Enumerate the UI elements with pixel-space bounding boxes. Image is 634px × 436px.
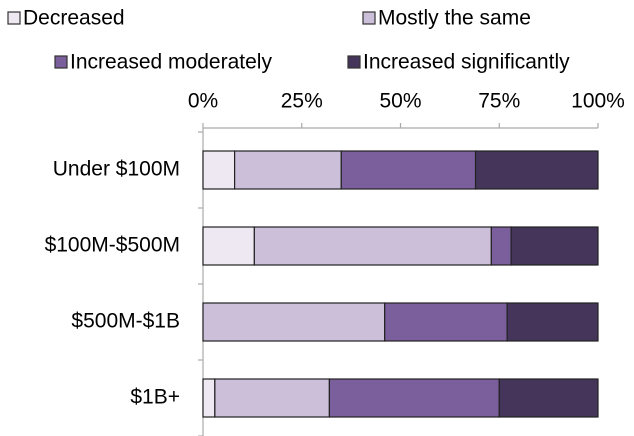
bar-segment bbox=[498, 378, 599, 418]
legend-swatch bbox=[362, 11, 376, 25]
y-tick-label: $100M-$500M bbox=[45, 234, 180, 257]
y-tick-label: Under $100M bbox=[53, 158, 180, 181]
y-tick-label: $1B+ bbox=[130, 386, 180, 409]
bar-segment bbox=[214, 378, 331, 418]
legend-label: Increased significantly bbox=[363, 51, 570, 74]
legend-label: Increased moderately bbox=[70, 51, 272, 74]
bar-segment bbox=[202, 226, 255, 266]
bar-segment bbox=[234, 150, 342, 190]
bar-segment bbox=[340, 150, 477, 190]
x-tick-label: 100% bbox=[571, 90, 625, 113]
legend-label: Decreased bbox=[23, 7, 125, 30]
bar-segment bbox=[510, 226, 599, 266]
bar-segment bbox=[474, 150, 599, 190]
legend-swatch bbox=[347, 55, 361, 69]
legend-label: Mostly the same bbox=[378, 7, 531, 30]
x-tick-label: 25% bbox=[281, 90, 323, 113]
bar-segment bbox=[202, 150, 236, 190]
legend-swatch bbox=[54, 55, 68, 69]
bar-segment bbox=[202, 302, 386, 342]
bar-segment bbox=[328, 378, 500, 418]
legend-swatch bbox=[7, 11, 21, 25]
x-tick-label: 0% bbox=[188, 90, 218, 113]
bar-segment bbox=[384, 302, 508, 342]
x-tick-label: 50% bbox=[379, 90, 421, 113]
bar-segment bbox=[253, 226, 492, 266]
bar-segment bbox=[490, 226, 512, 266]
bar-segment bbox=[506, 302, 599, 342]
x-tick-label: 75% bbox=[478, 90, 520, 113]
y-tick-label: $500M-$1B bbox=[71, 310, 180, 333]
bar-segment bbox=[202, 378, 216, 418]
